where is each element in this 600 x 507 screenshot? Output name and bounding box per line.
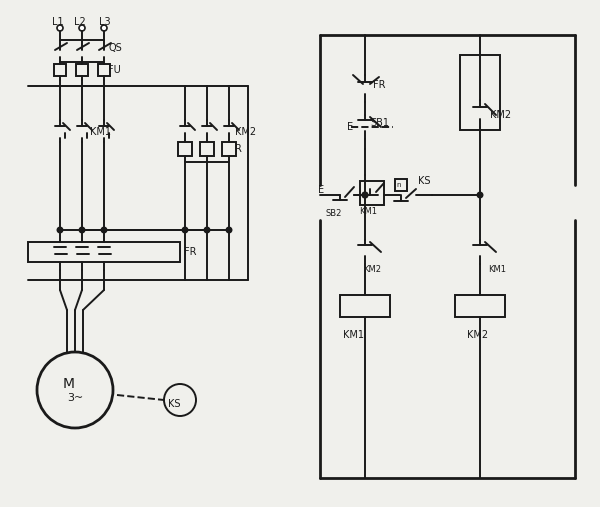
Circle shape — [101, 25, 107, 31]
Bar — [340, 295, 390, 317]
Text: KM2: KM2 — [235, 127, 256, 137]
Text: L3: L3 — [99, 17, 110, 27]
Text: FR: FR — [184, 247, 197, 257]
Circle shape — [101, 228, 107, 233]
Text: M: M — [63, 377, 75, 391]
Text: R: R — [235, 144, 242, 154]
Text: 3~: 3~ — [67, 393, 83, 403]
Text: SB2: SB2 — [325, 208, 341, 218]
Text: KS: KS — [418, 176, 431, 186]
Text: QS: QS — [108, 43, 122, 53]
Bar — [455, 295, 505, 317]
Text: L2: L2 — [74, 17, 86, 27]
Text: KM1: KM1 — [90, 127, 111, 137]
Bar — [395, 179, 407, 191]
Text: KM1: KM1 — [488, 266, 506, 274]
Circle shape — [57, 25, 63, 31]
Circle shape — [79, 25, 85, 31]
Bar — [200, 142, 214, 156]
Circle shape — [478, 193, 482, 198]
Text: KM2: KM2 — [490, 110, 511, 120]
Circle shape — [182, 228, 188, 233]
Text: SB1: SB1 — [370, 118, 389, 128]
Circle shape — [227, 228, 232, 233]
Circle shape — [80, 228, 85, 233]
Bar — [76, 64, 88, 76]
Circle shape — [362, 193, 368, 198]
Text: E: E — [347, 122, 353, 132]
Bar — [28, 242, 180, 262]
Text: KM2: KM2 — [363, 266, 381, 274]
Text: KM2: KM2 — [467, 330, 488, 340]
Bar — [98, 64, 110, 76]
Text: KM1: KM1 — [343, 330, 364, 340]
Circle shape — [205, 228, 209, 233]
Text: FR: FR — [373, 80, 386, 90]
Text: KS: KS — [168, 399, 180, 409]
Bar — [460, 55, 500, 130]
Text: FU: FU — [108, 65, 121, 75]
Bar — [222, 142, 236, 156]
Bar — [54, 64, 66, 76]
Text: L1: L1 — [52, 17, 64, 27]
Text: KM1: KM1 — [359, 206, 377, 215]
Text: E: E — [318, 185, 324, 195]
Circle shape — [58, 228, 62, 233]
Text: n: n — [396, 182, 401, 188]
Circle shape — [362, 193, 368, 198]
Bar — [178, 142, 192, 156]
Bar — [360, 181, 384, 205]
